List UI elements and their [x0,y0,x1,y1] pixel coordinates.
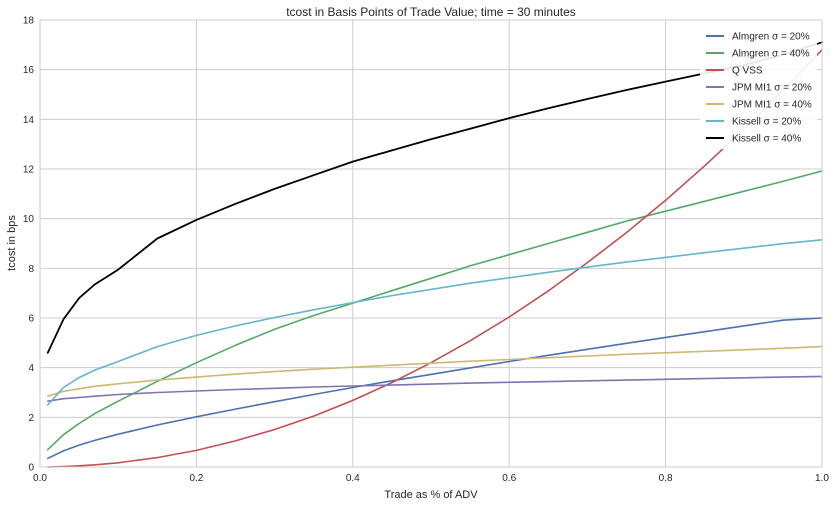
x-tick-label: 0.8 [659,473,673,484]
x-tick-label: 0.6 [502,473,516,484]
series-line-3 [46,375,823,403]
y-tick-label: 12 [23,165,35,176]
y-tick-label: 2 [28,413,34,424]
x-tick-label: 0.4 [346,473,360,484]
y-axis-label: tcost in bps [6,215,18,271]
x-axis-label: Trade as % of ADV [384,489,478,501]
x-tick-label: 0.2 [189,473,203,484]
y-tick-labels: 0 2 4 6 8 10 12 14 16 18 [23,16,35,474]
y-tick-label: 18 [23,16,35,27]
plot-frame [39,19,823,468]
y-tick-label: 14 [23,115,35,126]
x-tick-labels: 0.0 0.2 0.4 0.6 0.8 1.0 [33,473,829,484]
legend-entry: Almgren σ = 40% [732,49,810,60]
y-tick-label: 10 [23,214,35,225]
series-line-4 [46,345,823,398]
y-tick-label: 8 [28,264,34,275]
x-tick-label: 0.0 [33,473,47,484]
legend-entry: Almgren σ = 20% [732,32,810,43]
series-line-0 [46,317,823,460]
series-line-5 [46,239,823,406]
legend: Almgren σ = 20% Almgren σ = 40% Q VSS JPM M… [700,27,817,149]
series-line-6 [46,41,823,354]
series-lines [46,41,823,468]
chart-title: tcost in Basis Points of Trade Value; ti… [286,5,576,19]
y-tick-label: 4 [28,363,34,374]
legend-entry: JPM MI1 σ = 20% [732,83,812,94]
legend-entry: Kissell σ = 20% [732,117,801,128]
legend-entry: Q VSS [732,66,763,77]
y-tick-label: 16 [23,65,35,76]
series-line-1 [46,170,823,451]
legend-entry: JPM MI1 σ = 40% [732,100,812,111]
y-tick-label: 6 [28,314,34,325]
y-tick-label: 0 [28,463,34,474]
series-line-2 [46,48,823,468]
x-tick-label: 1.0 [815,473,829,484]
legend-entry: Kissell σ = 40% [732,134,801,145]
